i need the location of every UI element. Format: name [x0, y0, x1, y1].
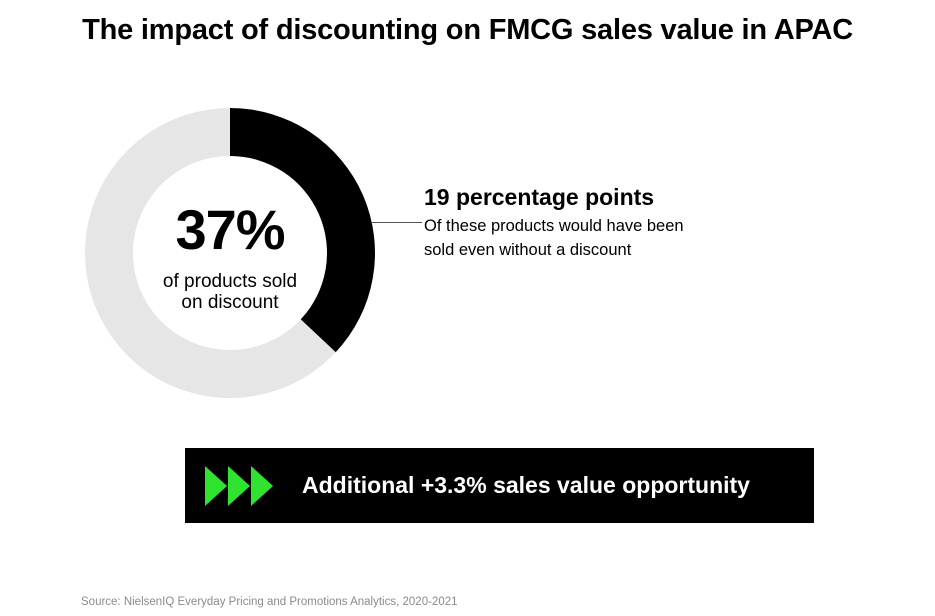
arrow-1	[205, 466, 227, 506]
center-caption-line-1: of products sold	[162, 271, 298, 292]
center-caption: of products sold on discount	[130, 271, 330, 313]
donut-slice-discount	[230, 108, 375, 353]
source-note: Source: NielsenIQ Everyday Pricing and P…	[81, 596, 458, 608]
opportunity-banner: Additional +3.3% sales value opportunity	[185, 448, 814, 523]
callout-heading: 19 percentage points	[424, 184, 655, 210]
center-value: 37%	[175, 198, 285, 261]
center-caption-line-2: on discount	[181, 292, 279, 313]
arrow-2	[228, 466, 250, 506]
callout-text-line-1: Of these products would have been	[424, 217, 684, 235]
callout-leader-line	[372, 222, 422, 223]
donut-slice-remainder	[85, 108, 336, 398]
triple-forward-arrow-icon	[205, 466, 273, 506]
donut-chart	[85, 108, 375, 398]
page-title: The impact of discounting on FMCG sales …	[82, 14, 853, 46]
banner-text: Additional +3.3% sales value opportunity	[302, 472, 750, 498]
donut-slices	[85, 108, 375, 398]
arrow-3	[251, 466, 273, 506]
callout-text: Of these products would have been sold e…	[424, 214, 724, 262]
callout-text-line-2: sold even without a discount	[424, 241, 632, 259]
